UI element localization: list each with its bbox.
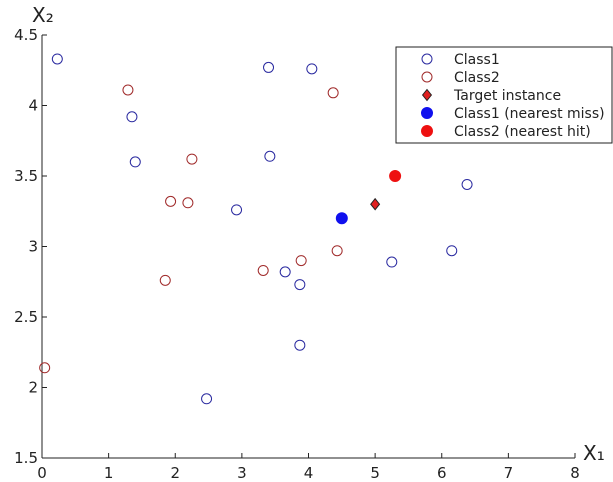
legend-marker-class2: [421, 71, 433, 83]
class2-point: [186, 153, 198, 165]
legend-label-class1: Class1: [454, 52, 500, 68]
class1-point: [51, 53, 63, 65]
class1-point: [446, 245, 458, 257]
legend-label-class1-nearest-miss: Class1 (nearest miss): [454, 106, 605, 122]
legend-marker-class1-nearest-miss: [421, 107, 433, 119]
class2-point: [327, 87, 339, 99]
y-tick-label: 4.5: [14, 26, 38, 44]
x-tick-label: 4: [304, 464, 314, 482]
x-tick-label: 6: [437, 464, 447, 482]
x-tick-label: 2: [170, 464, 180, 482]
class1-point: [279, 266, 291, 278]
class1-point: [263, 61, 275, 73]
class1-nearest-miss-point: [335, 212, 348, 225]
y-tick-label: 4: [28, 97, 38, 115]
x-tick-label: 3: [237, 464, 247, 482]
class1-point: [294, 339, 306, 351]
y-tick-label: 2: [28, 379, 38, 397]
x-tick-label: 1: [104, 464, 114, 482]
ticks: 0 1 2 3 4 5 6 7 8 1.5 2 2.5 3 3.5 4 4.5: [14, 26, 580, 482]
legend-marker-class2-nearest-hit: [421, 125, 433, 137]
class2-point: [159, 274, 171, 286]
class2-point: [182, 197, 194, 209]
class2-point: [331, 245, 343, 257]
legend-label-target-instance: Target instance: [453, 88, 561, 104]
x-tick-label: 7: [504, 464, 514, 482]
y-axis-label: X₂: [32, 3, 54, 27]
class1-point: [386, 256, 398, 268]
y-tick-label: 2.5: [14, 308, 38, 326]
class1-point: [294, 279, 306, 291]
data-points: [39, 53, 473, 405]
x-tick-label: 5: [370, 464, 380, 482]
class1-point: [201, 393, 213, 405]
class1-point: [129, 156, 141, 168]
legend: Class1 Class2 Target instance Class1 (neare…: [395, 46, 613, 144]
class2-point: [295, 255, 307, 267]
class1-point: [126, 111, 138, 123]
class1-point: [231, 204, 243, 216]
legend-label-class2: Class2: [454, 70, 500, 86]
legend-marker-class1: [421, 53, 433, 65]
legend-label-class2-nearest-hit: Class2 (nearest hit): [454, 124, 591, 140]
class1-point: [306, 63, 318, 75]
legend-marker-target-instance: [421, 88, 433, 102]
class2-nearest-hit-point: [389, 170, 402, 182]
class2-point: [165, 195, 177, 207]
class1-point: [264, 150, 276, 162]
y-tick-label: 3.5: [14, 167, 38, 185]
x-tick-label: 8: [570, 464, 580, 482]
class2-point: [257, 264, 269, 276]
target-instance-point: [370, 197, 381, 211]
x-tick-label: 0: [37, 464, 47, 482]
x-axis-label: X₁: [583, 441, 605, 465]
class2-point: [39, 362, 51, 374]
class2-point: [122, 84, 134, 96]
class1-point: [461, 178, 473, 190]
y-tick-label: 1.5: [14, 449, 38, 467]
y-tick-label: 3: [28, 238, 38, 256]
